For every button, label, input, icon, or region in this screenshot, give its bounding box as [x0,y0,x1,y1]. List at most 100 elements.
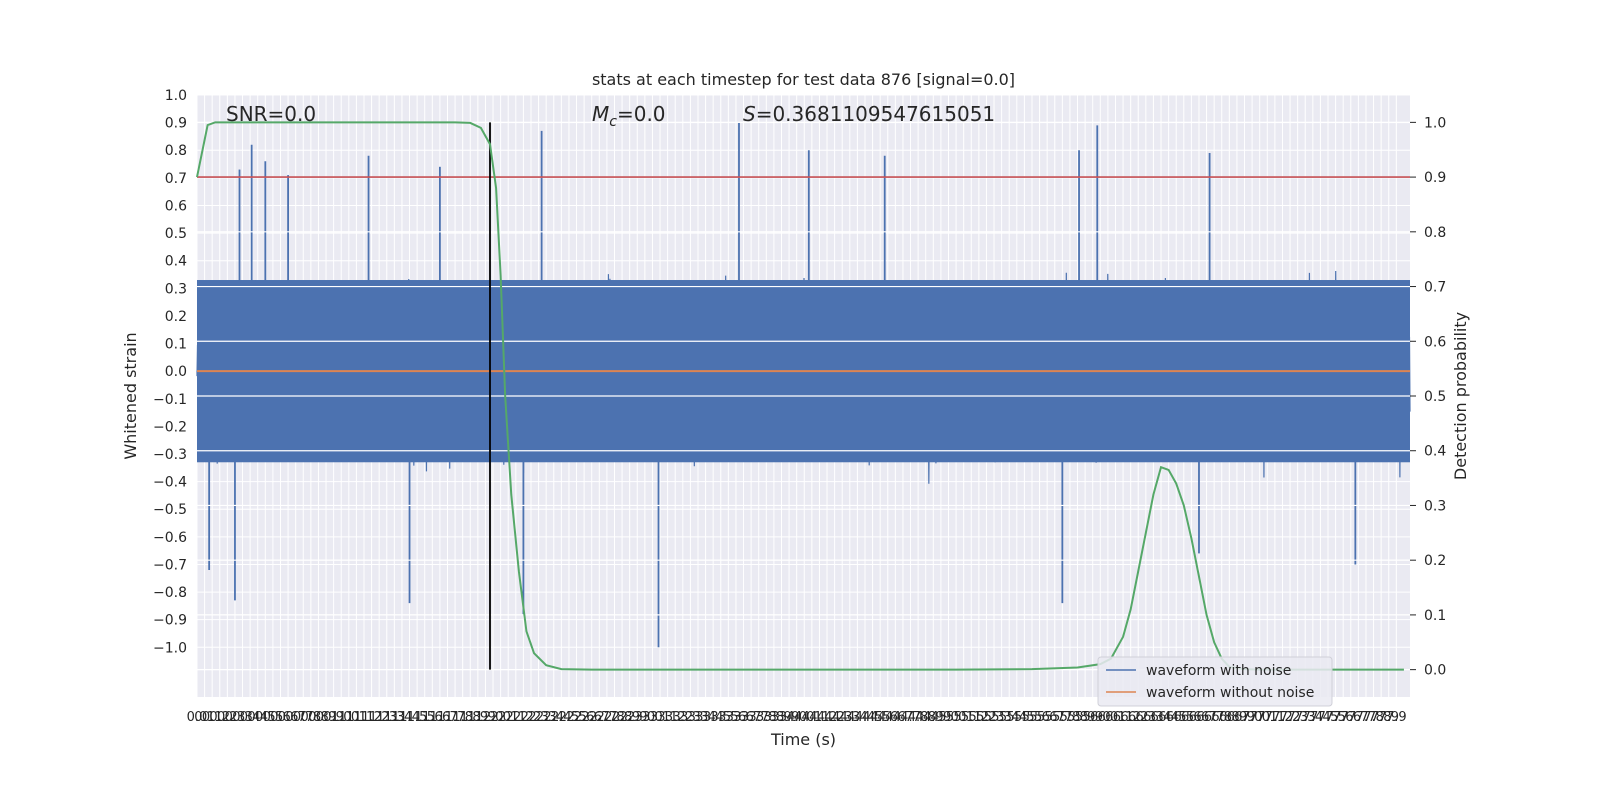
y-tick-label: 0.2 [165,309,187,325]
x-tick-label: 5.3 [984,710,1005,725]
x-tick-label: 7.2 [1280,710,1301,725]
chart-title: stats at each timestep for test data 876… [592,70,1015,89]
x-tick-label: 3.0 [642,710,663,725]
x-tick-label: 3.1 [657,710,678,725]
x-tick-label: 5.8 [1060,710,1081,725]
y-tick-label: −1.0 [153,640,187,656]
x-tick-label: 2.6 [581,710,602,725]
x-tick-label: 7.1 [1257,710,1278,725]
x-tick-label: 3.8 [764,710,785,725]
x-tick-label: 0.1 [202,710,223,725]
x-tick-label: 3.4 [695,710,716,725]
x-tick-label: 4.6 [877,710,898,725]
x-tick-label: 5.9 [1082,710,1103,725]
x-tick-label: 6.1 [1113,710,1134,725]
x-tick-label: 7.6 [1340,710,1361,725]
x-tick-label: 0.4 [247,710,268,725]
x-tick-label: 4.4 [847,710,868,725]
x-tick-label: 7.3 [1295,710,1316,725]
y-tick-label: 1.0 [165,88,187,104]
x-tick-label: 2.2 [513,710,534,725]
x-tick-label: 3.3 [688,710,709,725]
x-tick-label: 5.3 [991,710,1012,725]
x-tick-label: 3.3 [680,710,701,725]
y-tick-label: −0.8 [153,585,187,601]
x-tick-label: 7.9 [1378,710,1399,725]
x-tick-label: 3.0 [635,710,656,725]
y2-tick-label: 0.6 [1424,334,1446,350]
x-tick-label: 7.8 [1363,710,1384,725]
legend-label-waveform-with-noise: waveform with noise [1146,663,1291,679]
x-tick-label: 6.8 [1219,710,1240,725]
x-tick-label: 0.0 [187,710,208,725]
x-tick-label: 0.6 [270,710,291,725]
x-tick-label: 5.0 [946,710,967,725]
x-tick-label: 6.7 [1204,710,1225,725]
x-tick-label: 4.6 [885,710,906,725]
snr-annotation: SNR=0.0 [226,102,316,126]
x-tick-label: 3.2 [672,710,693,725]
x-tick-label: 6.6 [1189,710,1210,725]
x-tick-label: 1.2 [369,710,390,725]
x-tick-label: 1.1 [346,710,367,725]
x-tick-label: 4.9 [931,710,952,725]
x-tick-label: 2.9 [619,710,640,725]
x-tick-label: 0.3 [225,710,246,725]
x-tick-label: 1.7 [445,710,466,725]
x-tick-label: 4.2 [817,710,838,725]
y-tick-label: 0.6 [165,198,187,214]
y-tick-label: −0.1 [153,392,187,408]
y-tick-label: 0.8 [165,143,187,159]
x-tick-label: 5.6 [1029,710,1050,725]
x-tick-label: 3.8 [756,710,777,725]
x-tick-label: 6.5 [1173,710,1194,725]
x-tick-label: 0.7 [293,710,314,725]
x-tick-label: 0.5 [255,710,276,725]
x-tick-label: 7.1 [1265,710,1286,725]
y-tick-label: 0.1 [165,337,187,353]
x-tick-label: 3.2 [665,710,686,725]
x-tick-label: 5.5 [1022,710,1043,725]
x-tick-label: 6.4 [1151,710,1172,725]
x-tick-label: 0.7 [285,710,306,725]
x-tick-label: 4.5 [870,710,891,725]
x-tick-label: 1.8 [460,710,481,725]
x-tick-label: 2.5 [559,710,580,725]
y2-tick-label: 0.1 [1424,608,1446,624]
x-tick-label: 3.7 [748,710,769,725]
y2-tick-label: 0.5 [1424,389,1446,405]
x-tick-label: 6.4 [1158,710,1179,725]
x-tick-label: 5.5 [1014,710,1035,725]
x-tick-label: 0.2 [209,710,230,725]
x-tick-label: 0.6 [278,710,299,725]
x-tick-label: 4.7 [900,710,921,725]
x-tick-label: 2.7 [589,710,610,725]
x-tick-label: 5.6 [1037,710,1058,725]
x-tick-label: 6.0 [1098,710,1119,725]
x-tick-label: 7.5 [1325,710,1346,725]
x-tick-label: 5.2 [976,710,997,725]
x-tick-label: 4.4 [855,710,876,725]
y-tick-label: 0.4 [165,254,187,270]
x-tick-label: 4.5 [862,710,883,725]
y2-tick-label: 0.7 [1424,280,1446,296]
x-tick-label: 4.0 [794,710,815,725]
x-tick-label: 2.1 [505,710,526,725]
x-tick-label: 6.8 [1211,710,1232,725]
x-tick-label: 1.9 [468,710,489,725]
x-tick-label: 2.4 [543,710,564,725]
x-tick-label: 5.7 [1052,710,1073,725]
x-tick-label: 2.3 [528,710,549,725]
y2-tick-label: 0.4 [1424,444,1446,460]
legend-label-waveform-without-noise: waveform without noise [1146,685,1314,701]
y-tick-label: −0.5 [153,502,187,518]
s-symbol: S [743,102,756,126]
y2-tick-label: 0.8 [1424,225,1446,241]
y2-tick-label: 0.2 [1424,553,1446,569]
x-tick-label: 0.9 [323,710,344,725]
x-tick-label: 7.4 [1310,710,1331,725]
y2-tick-label: 0.9 [1424,170,1446,186]
score-annotation: S=0.3681109547615051 [743,102,995,126]
x-tick-label: 7.2 [1272,710,1293,725]
y2-tick-label: 0.0 [1424,663,1446,679]
